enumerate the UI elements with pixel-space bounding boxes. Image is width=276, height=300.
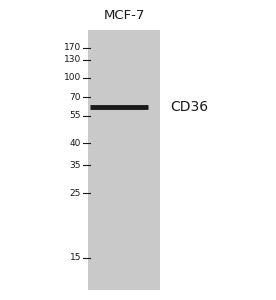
Text: 35: 35: [70, 160, 81, 169]
Text: 170: 170: [64, 44, 81, 52]
Bar: [88, 30, 160, 290]
Text: MCF-7: MCF-7: [103, 9, 145, 22]
Text: 40: 40: [70, 139, 81, 148]
Text: 15: 15: [70, 254, 81, 262]
Text: CD36: CD36: [170, 100, 208, 114]
Text: 25: 25: [70, 188, 81, 197]
Text: 100: 100: [64, 74, 81, 82]
Text: 55: 55: [70, 112, 81, 121]
Text: 130: 130: [64, 56, 81, 64]
Text: 70: 70: [70, 92, 81, 101]
